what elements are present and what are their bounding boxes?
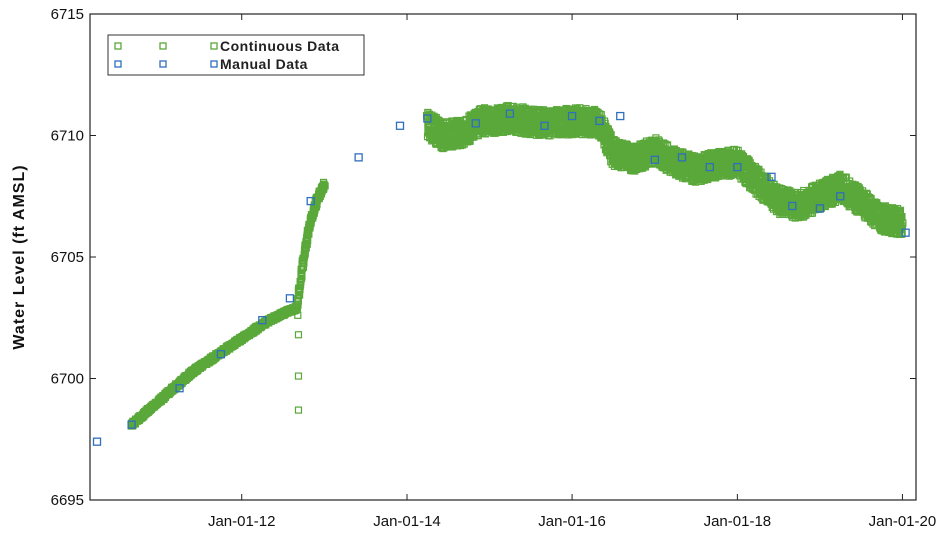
- plot-frame: [89, 13, 917, 501]
- manual-data-point: [354, 153, 363, 162]
- y-tick-label: 6705: [51, 249, 84, 266]
- manual-data-point: [616, 111, 625, 121]
- y-axis: 6695 6700 6705 6710 6715: [51, 6, 916, 509]
- continuous-outlier-point: [294, 372, 303, 380]
- x-tick-label: Jan-01-14: [373, 513, 441, 530]
- x-tick-label: Jan-01-16: [538, 513, 606, 530]
- manual-data-point: [395, 121, 405, 130]
- manual-data-point: [285, 294, 295, 303]
- x-tick-label: Jan-01-18: [704, 513, 772, 530]
- y-tick-label: 6700: [51, 371, 84, 388]
- x-tick-label: Jan-01-20: [869, 513, 937, 530]
- continuous-outlier-point: [294, 406, 303, 414]
- x-tick-label: Jan-01-12: [208, 513, 276, 530]
- y-tick-label: 6715: [51, 6, 84, 23]
- continuous-data-point: [321, 182, 329, 190]
- legend: Continuous Data Manual Data: [107, 34, 365, 76]
- series-manual: [92, 109, 910, 446]
- y-tick-label: 6710: [51, 128, 84, 145]
- y-tick-label: 6695: [51, 492, 84, 509]
- x-axis: Jan-01-12 Jan-01-14 Jan-01-16 Jan-01-18 Jan-…: [208, 14, 936, 530]
- manual-data-point: [92, 437, 102, 446]
- y-axis-title: Water Level (ft AMSL): [11, 164, 28, 349]
- continuous-data-point: [320, 183, 328, 191]
- legend-label-manual: Manual Data: [220, 56, 308, 72]
- series-continuous: [127, 101, 907, 430]
- continuous-outlier-point: [294, 331, 303, 339]
- legend-label-continuous: Continuous Data: [220, 38, 340, 54]
- plot-area: [92, 101, 910, 446]
- continuous-data-point: [294, 295, 302, 303]
